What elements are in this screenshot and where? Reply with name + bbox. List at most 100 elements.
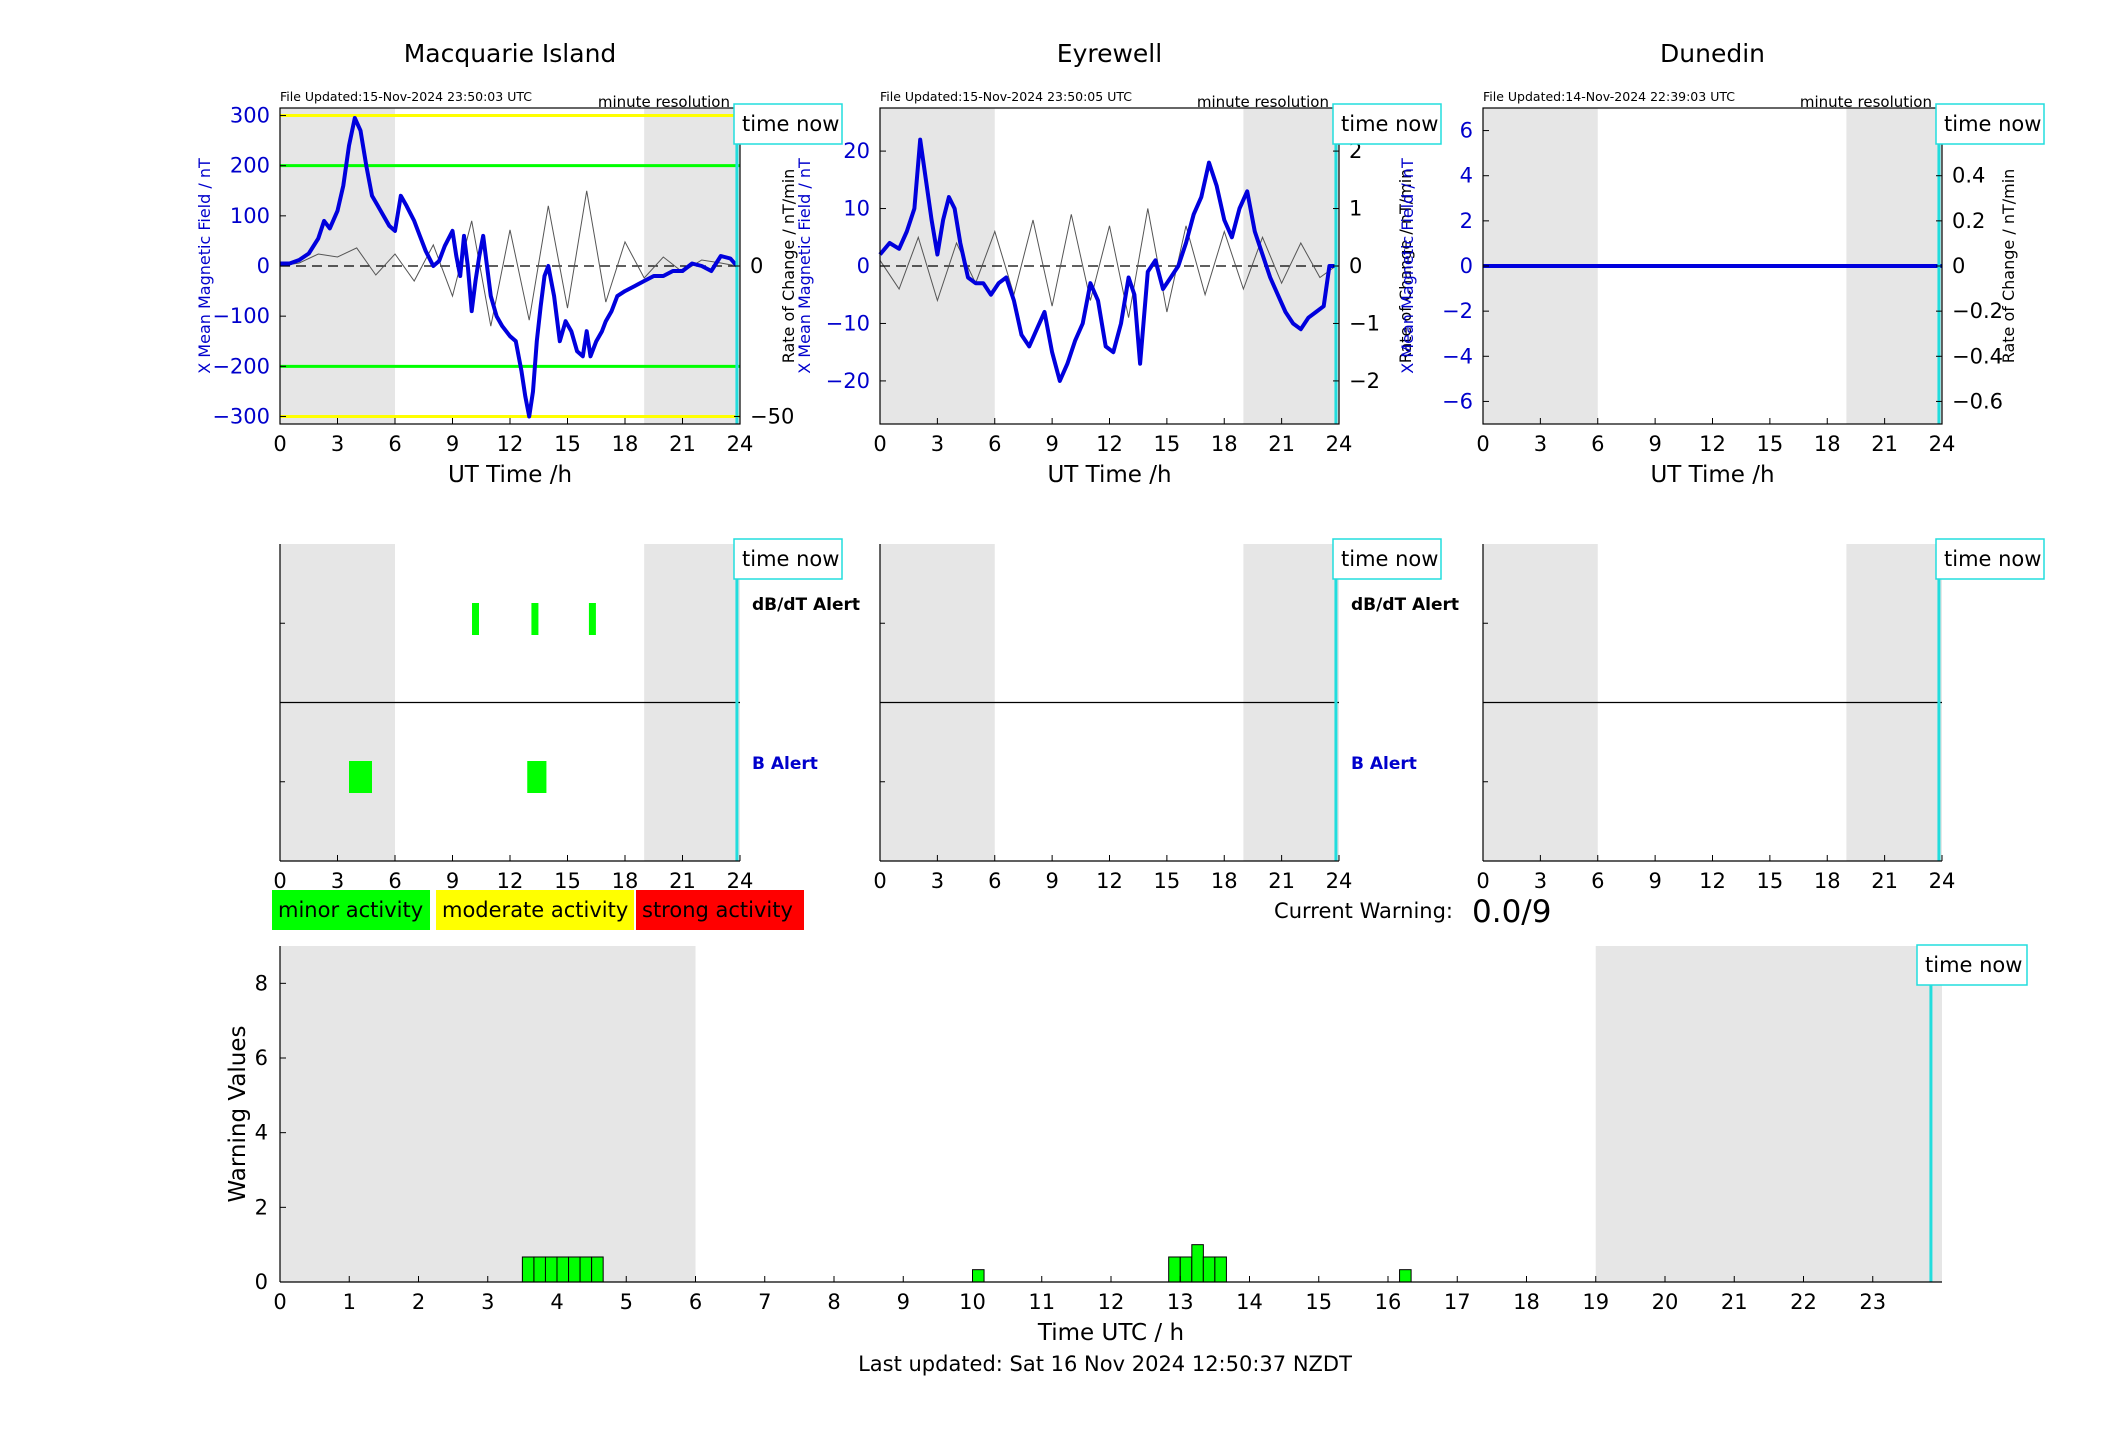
x-tick-label: 19 <box>1582 1290 1609 1314</box>
x-tick-label: 9 <box>446 432 459 456</box>
y-tick-label-left: 4 <box>1460 164 1473 188</box>
x-tick-label: 18 <box>1814 432 1841 456</box>
x-tick-label: 21 <box>669 432 696 456</box>
x-tick-label: 0 <box>273 432 286 456</box>
y-tick-label-left: −300 <box>212 404 270 428</box>
x-tick-label: 9 <box>1648 432 1661 456</box>
x-axis-label: UT Time /h <box>1650 462 1774 488</box>
y-tick-label-right: 2 <box>1349 139 1362 163</box>
dbdt-alert-mark <box>588 603 596 635</box>
dbdt-alert-label: dB/dT Alert <box>752 595 860 615</box>
x-tick-label: 10 <box>959 1290 986 1314</box>
alert-x-tick-label: 24 <box>1326 869 1353 893</box>
y-axis-label: Warning Values <box>225 1025 251 1202</box>
y-tick-label-right: 0 <box>750 254 763 278</box>
alert-time-now-box <box>1935 538 2045 580</box>
x-tick-label: 3 <box>331 432 344 456</box>
x-tick-label: 3 <box>1534 432 1547 456</box>
dbdt-alert-mark <box>472 603 479 635</box>
x-tick-label: 3 <box>931 432 944 456</box>
x-tick-label: 17 <box>1444 1290 1471 1314</box>
x-tick-label: 18 <box>612 432 639 456</box>
night-shading <box>1243 108 1339 424</box>
rate-of-change-line <box>879 208 1337 318</box>
y-tick-label: 6 <box>255 1046 268 1070</box>
x-tick-label: 3 <box>481 1290 494 1314</box>
resolution-label: minute resolution <box>1800 93 1932 111</box>
x-tick-label: 8 <box>827 1290 840 1314</box>
alert-x-tick-label: 24 <box>1929 869 1956 893</box>
y-tick-label-left: −20 <box>826 369 870 393</box>
resolution-label: minute resolution <box>598 93 730 111</box>
time-now-label: time now <box>1944 112 2041 136</box>
night-shading <box>1595 946 1942 1282</box>
alert-x-tick-label: 6 <box>1591 869 1604 893</box>
legend-label-moderate: moderate activity <box>442 898 628 922</box>
dbdt-alert-label: dB/dT Alert <box>1351 595 1459 615</box>
x-axis-label: UT Time /h <box>448 462 572 488</box>
y-tick-label-left: 200 <box>230 154 270 178</box>
y-tick-label-right: −50 <box>750 404 794 428</box>
station-title: Eyrewell <box>1057 39 1162 68</box>
y-tick-label-right: 0.4 <box>1952 164 1985 188</box>
y-tick-label-right: 0.2 <box>1952 209 1985 233</box>
x-tick-label: 20 <box>1652 1290 1679 1314</box>
current-warning-value: 0.0/9 <box>1472 894 1551 930</box>
y-tick-label-left: 20 <box>843 139 870 163</box>
x-tick-label: 12 <box>1699 432 1726 456</box>
x-tick-label: 24 <box>1326 432 1353 456</box>
x-tick-label: 15 <box>554 432 581 456</box>
station-panel-1: Macquarie Island File Updated:15-Nov-2024… <box>195 39 860 893</box>
alert-x-tick-label: 9 <box>446 869 459 893</box>
x-tick-label: 0 <box>273 1290 286 1314</box>
x-axis-label: UT Time /h <box>1047 462 1171 488</box>
dbdt-alert-mark <box>531 603 539 635</box>
y-tick-label: 4 <box>255 1121 268 1145</box>
x-tick-label: 2 <box>412 1290 425 1314</box>
y-tick-label-left: 0 <box>1460 254 1473 278</box>
warning-bar <box>1202 1256 1216 1283</box>
alert-time-now-label: time now <box>1341 547 1438 571</box>
y-tick-label-left: −100 <box>212 304 270 328</box>
y-axis-label-left: X Mean Magnetic Field / nT <box>795 158 814 374</box>
alert-x-tick-label: 15 <box>1154 869 1181 893</box>
legend-swatch-strong <box>636 890 804 930</box>
current-warning-label: Current Warning: <box>1274 899 1453 923</box>
time-now-label: time now <box>742 112 839 136</box>
b-alert-label: B Alert <box>752 754 818 774</box>
alert-x-tick-label: 3 <box>931 869 944 893</box>
x-tick-label: 12 <box>497 432 524 456</box>
legend-swatch-minor <box>272 890 430 930</box>
y-tick-label-left: 300 <box>230 104 270 128</box>
y-tick-label-right: −0.2 <box>1952 299 2003 323</box>
b-alert-mark <box>527 761 547 793</box>
panels-layer: Macquarie Island File Updated:15-Nov-2024… <box>195 39 2045 1346</box>
y-tick-label-left: −4 <box>1442 344 1473 368</box>
x-tick-label: 5 <box>620 1290 633 1314</box>
x-tick-label: 13 <box>1167 1290 1194 1314</box>
station-title: Dunedin <box>1660 39 1765 68</box>
time-now-box <box>1935 103 2045 145</box>
legend-label-minor: minor activity <box>278 898 423 922</box>
x-tick-label: 22 <box>1790 1290 1817 1314</box>
x-tick-label: 9 <box>1045 432 1058 456</box>
y-tick-label-left: 10 <box>843 197 870 221</box>
warning-bar <box>591 1256 604 1283</box>
x-tick-label: 21 <box>1871 432 1898 456</box>
warning-bar <box>556 1256 570 1283</box>
alert-x-tick-label: 12 <box>1096 869 1123 893</box>
last-updated-text: Last updated: Sat 16 Nov 2024 12:50:37 N… <box>858 1352 1352 1376</box>
warning-bar <box>1214 1256 1227 1283</box>
time-now-box <box>733 103 843 145</box>
alert-x-tick-label: 21 <box>1268 869 1295 893</box>
y-tick-label: 8 <box>255 971 268 995</box>
alert-x-tick-label: 12 <box>497 869 524 893</box>
y-tick-label-right: 1 <box>1349 197 1362 221</box>
x-tick-label: 16 <box>1375 1290 1402 1314</box>
night-shading <box>280 946 696 1282</box>
x-tick-label: 0 <box>873 432 886 456</box>
y-tick-label: 2 <box>255 1195 268 1219</box>
x-tick-label: 6 <box>388 432 401 456</box>
station-title: Macquarie Island <box>404 39 617 68</box>
